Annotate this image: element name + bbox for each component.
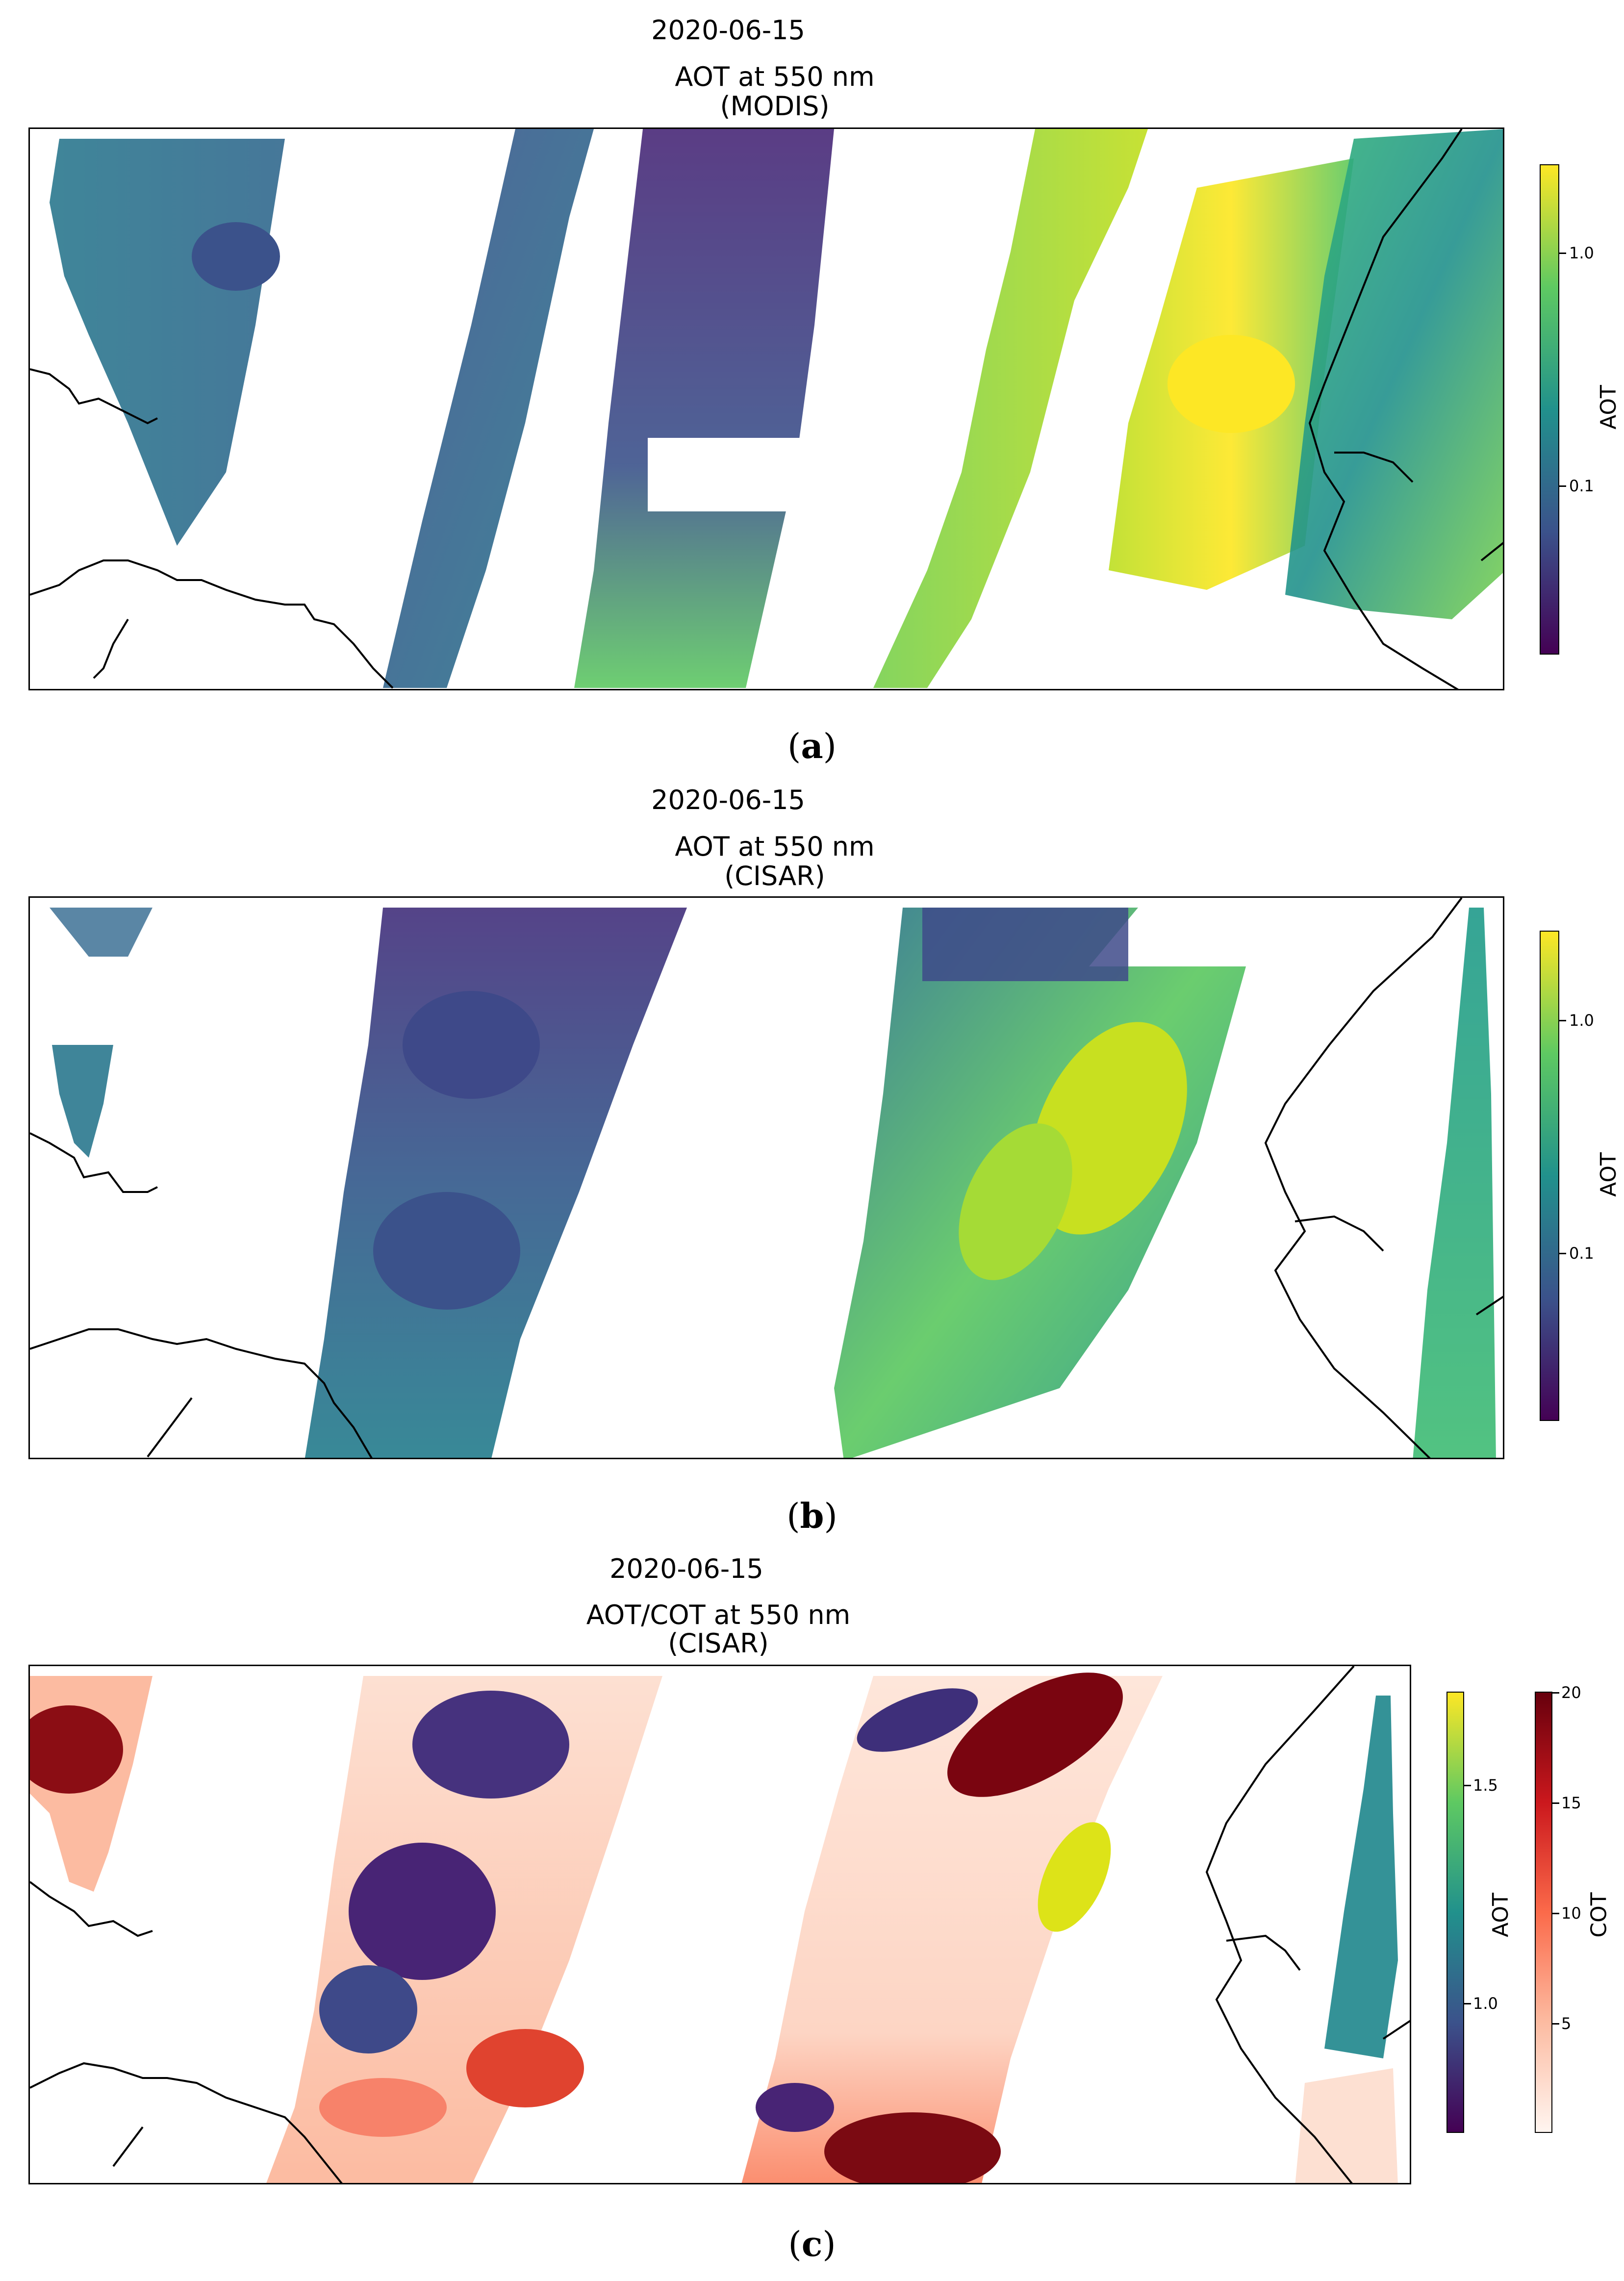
aot-blob bbox=[1038, 1822, 1111, 1932]
tick-mark bbox=[1552, 2023, 1559, 2025]
panel-subtitle: (CISAR) bbox=[668, 1628, 769, 1659]
coastline bbox=[30, 2062, 343, 2183]
map-canvas bbox=[30, 1666, 1410, 2183]
coastline bbox=[1294, 1215, 1384, 1252]
cot-blob bbox=[947, 1673, 1123, 1797]
cot-blob bbox=[466, 2029, 584, 2107]
aot-blob bbox=[922, 908, 1128, 981]
coastline bbox=[1264, 898, 1463, 1458]
tick-mark bbox=[1552, 1802, 1559, 1804]
coastline bbox=[30, 368, 158, 425]
coastline bbox=[93, 618, 129, 679]
panel-caption: (c) bbox=[788, 2224, 836, 2264]
colorbar-label: AOT bbox=[1596, 385, 1621, 430]
aot-swath bbox=[304, 908, 687, 1458]
cot-swath bbox=[1295, 2068, 1398, 2183]
coastline bbox=[1226, 1934, 1301, 1971]
aot-swath bbox=[1413, 908, 1496, 1458]
tick-mark bbox=[1559, 1020, 1566, 1021]
panel-caption: (b) bbox=[787, 1495, 837, 1536]
aot-blob bbox=[403, 991, 540, 1099]
map-canvas bbox=[30, 129, 1503, 689]
aot-blob bbox=[349, 1843, 496, 1980]
aot-swath bbox=[574, 129, 834, 688]
coastline bbox=[30, 1132, 158, 1193]
colorbar-tick: 20 bbox=[1561, 1683, 1581, 1702]
aot-swath bbox=[383, 129, 594, 688]
colorbar-aot bbox=[1540, 164, 1559, 655]
panel-subtitle: (MODIS) bbox=[720, 91, 830, 122]
aot-gap bbox=[648, 438, 810, 511]
aot-blob bbox=[373, 1192, 520, 1310]
map-frame bbox=[28, 896, 1504, 1459]
colorbar-tick: 1.0 bbox=[1473, 1994, 1498, 2013]
colorbar-tick: 10 bbox=[1561, 1904, 1581, 1923]
cot-blob bbox=[319, 2078, 447, 2137]
coastline bbox=[112, 2126, 144, 2167]
colorbar-tick: 0.1 bbox=[1569, 477, 1594, 495]
panel-subtitle: (CISAR) bbox=[724, 861, 825, 891]
aot-blob bbox=[1167, 335, 1295, 433]
aot-swath bbox=[873, 129, 1148, 688]
aot-swath bbox=[1324, 1696, 1398, 2058]
panel-caption: (a) bbox=[787, 726, 837, 766]
colorbar-label: AOT bbox=[1488, 1893, 1513, 1937]
tick-mark bbox=[1464, 1785, 1471, 1786]
map-canvas bbox=[30, 898, 1503, 1458]
coastline bbox=[1480, 542, 1503, 561]
coastline bbox=[1475, 1295, 1503, 1316]
panel-title: AOT at 550 nm bbox=[675, 831, 875, 862]
coastline bbox=[1308, 129, 1463, 689]
colorbar-aot bbox=[1540, 931, 1559, 1421]
coastline bbox=[1382, 2020, 1410, 2040]
aot-swath bbox=[52, 1045, 113, 1158]
cot-blob bbox=[30, 1705, 123, 1794]
panel-title: AOT at 550 nm bbox=[675, 61, 875, 92]
map-frame bbox=[28, 127, 1504, 690]
panel-title: AOT/COT at 550 nm bbox=[586, 1599, 851, 1630]
colorbar-cot bbox=[1535, 1692, 1552, 2133]
cot-swath bbox=[741, 1676, 1163, 2183]
colorbar-tick: 1.0 bbox=[1569, 1011, 1594, 1030]
colorbar-aot bbox=[1446, 1692, 1464, 2133]
coastline bbox=[30, 1328, 373, 1458]
aot-blob bbox=[756, 2083, 834, 2132]
panel-date: 2020-06-15 bbox=[609, 1553, 763, 1584]
map-frame bbox=[28, 1665, 1411, 2184]
colorbar-label: AOT bbox=[1596, 1152, 1621, 1197]
coastline bbox=[1334, 452, 1414, 483]
aot-blob bbox=[959, 1123, 1072, 1280]
colorbar-tick: 5 bbox=[1561, 2014, 1572, 2033]
coastline bbox=[30, 1881, 153, 1937]
aot-blob bbox=[412, 1691, 569, 1799]
colorbar-tick: 1.0 bbox=[1569, 244, 1594, 262]
tick-mark bbox=[1559, 253, 1566, 254]
tick-mark bbox=[1559, 1253, 1566, 1254]
colorbar-tick: 0.1 bbox=[1569, 1244, 1594, 1263]
aot-blob bbox=[857, 1688, 978, 1752]
aot-swath bbox=[50, 908, 152, 957]
panel-date: 2020-06-15 bbox=[651, 785, 805, 815]
tick-mark bbox=[1559, 485, 1566, 487]
aot-swath bbox=[50, 139, 285, 546]
cot-blob bbox=[824, 2112, 1001, 2183]
tick-mark bbox=[1552, 1913, 1559, 1914]
tick-mark bbox=[1464, 2003, 1471, 2004]
coastline bbox=[30, 559, 394, 689]
colorbar-tick: 15 bbox=[1561, 1794, 1581, 1812]
panel-date: 2020-06-15 bbox=[651, 15, 805, 46]
aot-blob bbox=[192, 222, 280, 291]
colorbar-tick: 1.5 bbox=[1473, 1776, 1498, 1795]
coastline bbox=[147, 1397, 193, 1458]
aot-blob bbox=[319, 1965, 417, 2053]
colorbar-label: COT bbox=[1586, 1892, 1612, 1938]
tick-mark bbox=[1552, 1692, 1559, 1694]
